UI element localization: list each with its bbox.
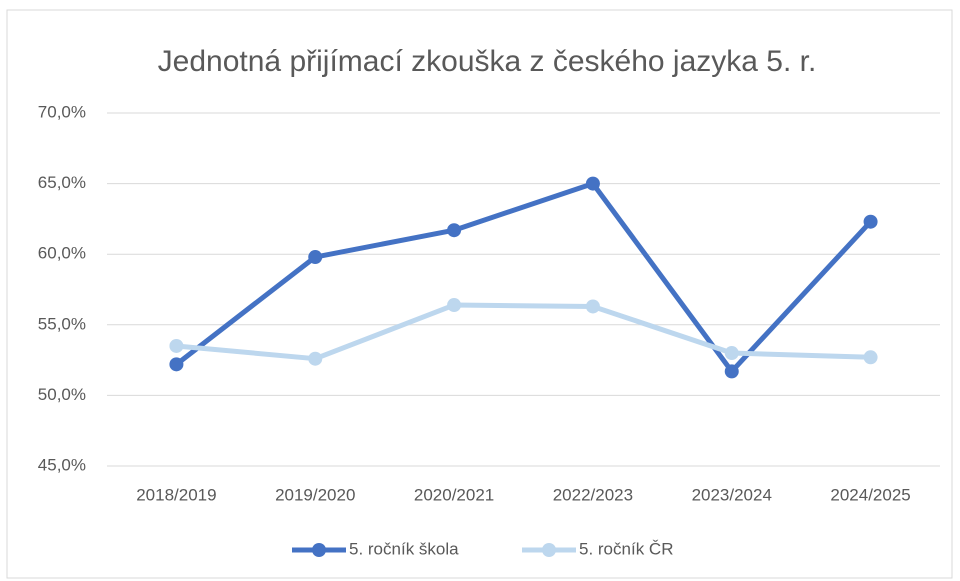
data-point bbox=[585, 176, 600, 191]
data-point bbox=[169, 357, 184, 372]
data-point bbox=[863, 350, 878, 365]
chart-title: Jednotná přijímací zkouška z českého jaz… bbox=[158, 45, 817, 78]
legend-label: 5. ročník škola bbox=[349, 539, 459, 558]
x-tick-label: 2018/2019 bbox=[136, 485, 216, 504]
chart-border bbox=[6, 9, 953, 579]
data-point bbox=[308, 351, 323, 366]
x-tick-label: 2023/2024 bbox=[692, 485, 772, 504]
x-tick-label: 2020/2021 bbox=[414, 485, 494, 504]
data-point bbox=[447, 223, 462, 238]
y-tick-label: 60,0% bbox=[38, 244, 86, 263]
legend-label: 5. ročník ČR bbox=[579, 539, 673, 558]
legend-marker bbox=[312, 543, 326, 557]
y-tick-label: 45,0% bbox=[38, 455, 86, 474]
x-tick-label: 2024/2025 bbox=[830, 485, 910, 504]
legend-marker bbox=[542, 543, 556, 557]
x-tick-label: 2022/2023 bbox=[553, 485, 633, 504]
y-tick-label: 50,0% bbox=[38, 385, 86, 404]
series-line bbox=[176, 302, 871, 362]
data-point bbox=[169, 338, 184, 353]
data-point bbox=[308, 250, 323, 265]
series-line bbox=[174, 181, 873, 374]
data-point bbox=[447, 298, 462, 313]
data-point bbox=[863, 214, 878, 229]
x-tick-label: 2019/2020 bbox=[275, 485, 355, 504]
y-tick-label: 65,0% bbox=[38, 173, 86, 192]
data-point bbox=[724, 364, 739, 379]
y-tick-label: 55,0% bbox=[38, 314, 86, 333]
data-point bbox=[724, 346, 739, 361]
data-point bbox=[585, 299, 600, 314]
y-tick-label: 70,0% bbox=[38, 102, 86, 121]
